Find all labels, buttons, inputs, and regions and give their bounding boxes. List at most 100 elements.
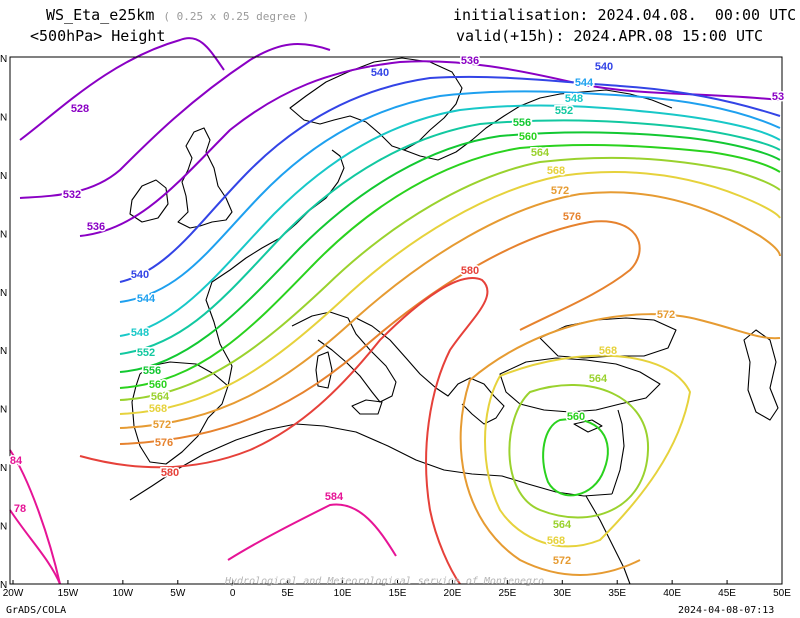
contour-label: 53: [772, 91, 784, 103]
contour-label: 560: [149, 379, 167, 391]
lat-tick-label: N: [0, 54, 7, 65]
init-time: initialisation: 2024.04.08. 00:00 UTC: [453, 6, 796, 24]
lon-tick-label: 45E: [718, 588, 736, 599]
contour-label: 568: [149, 403, 167, 415]
lon-tick-label: 0: [230, 588, 236, 599]
contour-label: 564: [553, 519, 572, 531]
contour-556: [119, 131, 781, 373]
coast-north-africa: [129, 423, 613, 501]
contour-544: [119, 90, 781, 303]
contour-label: 584: [325, 491, 344, 503]
contour-label: 532: [63, 189, 81, 201]
coast-great-britain: [177, 127, 233, 229]
contour-label: 528: [71, 103, 89, 115]
init-value: 2024.04.08. 00:00 UTC: [597, 6, 797, 24]
model-name: WS_Eta_e25km: [46, 6, 155, 24]
lat-tick-label: N: [0, 346, 7, 357]
contour-label: 576: [563, 211, 581, 223]
contour-572: [119, 191, 781, 429]
contour-label: 564: [531, 147, 550, 159]
coast-caspian: [743, 329, 779, 421]
contour-584-west: [9, 449, 61, 585]
contour-584-west2: [9, 509, 61, 585]
contour-label: 572: [553, 555, 571, 567]
coast-red-sea: [585, 495, 631, 585]
contour-label: 572: [657, 309, 675, 321]
contour-label: 536: [87, 221, 105, 233]
contour-label: 560: [519, 131, 537, 143]
valid-label: valid(+15h):: [456, 27, 565, 45]
contour-label: 540: [131, 269, 149, 281]
lat-tick-label: N: [0, 229, 7, 240]
contour-528: [19, 37, 225, 141]
lat-tick-label: N: [0, 405, 7, 416]
contour-label: 564: [589, 373, 608, 385]
lon-tick-label: 10W: [113, 588, 134, 599]
lon-tick-label: 40E: [663, 588, 681, 599]
contour-label: 572: [551, 185, 569, 197]
coast-sardinia: [315, 351, 333, 389]
contour-552: [119, 119, 781, 355]
lon-tick-label: 10E: [334, 588, 352, 599]
coast-levant: [611, 409, 625, 495]
contour-label: 580: [161, 467, 179, 479]
contour-label: 544: [575, 77, 594, 89]
lon-tick-label: 30E: [553, 588, 571, 599]
longitude-axis: 20W 15W 10W 5W 0 5E 10E 15E 20E 25E 30E 35E 40E 45E 50…: [3, 580, 791, 599]
lon-tick-label: 20W: [3, 588, 24, 599]
contour-label: 556: [143, 365, 161, 377]
render-timestamp: 2024-04-08-07:13: [678, 605, 775, 616]
coast-balkans: [355, 317, 505, 425]
latitude-axis: N N N N N N N N N N: [0, 54, 7, 591]
contour-560-low: [542, 418, 609, 497]
coast-western-europe: [205, 149, 345, 387]
contour-580: [79, 277, 489, 585]
contour-label: 548: [565, 93, 583, 105]
lon-tick-label: 5W: [170, 588, 186, 599]
contour-572-low: [459, 313, 781, 576]
lat-tick-label: N: [0, 580, 7, 591]
contour-576: [119, 220, 641, 445]
init-label: initialisation:: [453, 6, 589, 24]
contour-564-low: [508, 384, 650, 519]
coast-sicily: [351, 399, 383, 415]
lon-tick-label: 20E: [444, 588, 462, 599]
software-credit: GrADS/COLA: [6, 605, 67, 616]
lon-tick-label: 15W: [58, 588, 79, 599]
contour-540: [119, 75, 781, 283]
watermark: Hydrological and Meteorological service …: [225, 576, 545, 587]
contour-label: 576: [155, 437, 173, 449]
coast-iberia: [131, 361, 229, 465]
contour-548: [119, 104, 781, 337]
lat-tick-label: N: [0, 171, 7, 182]
contour-532: [19, 43, 331, 199]
contour-label: 568: [599, 345, 617, 357]
lat-tick-label: N: [0, 112, 7, 123]
contour-label: 544: [137, 293, 156, 305]
contour-label: 78: [14, 503, 26, 515]
contour-536: [79, 60, 781, 237]
contour-label: 572: [153, 419, 171, 431]
field-title: <500hPa> Height: [30, 27, 166, 45]
model-title: WS_Eta_e25km ( 0.25 x 0.25 degree ): [46, 6, 309, 24]
map-frame: [9, 56, 783, 585]
contour-584: [227, 503, 397, 561]
contour-564: [119, 156, 781, 401]
lon-tick-label: 5E: [282, 588, 295, 599]
contour-label: 568: [547, 165, 565, 177]
contours: [9, 37, 781, 585]
lat-tick-label: N: [0, 522, 7, 533]
lat-tick-label: N: [0, 463, 7, 474]
valid-time: valid(+15h): 2024.APR.08 15:00 UTC: [456, 27, 763, 45]
lat-tick-label: N: [0, 288, 7, 299]
contour-label: 552: [137, 347, 155, 359]
contour-label: 548: [131, 327, 149, 339]
coast-scandinavia: [289, 57, 463, 151]
contour-label: 552: [555, 105, 573, 117]
contour-568: [119, 171, 781, 415]
lon-tick-label: 35E: [608, 588, 626, 599]
contour-560: [119, 144, 781, 389]
contour-label: 564: [151, 391, 170, 403]
contour-label: 536: [461, 55, 479, 67]
